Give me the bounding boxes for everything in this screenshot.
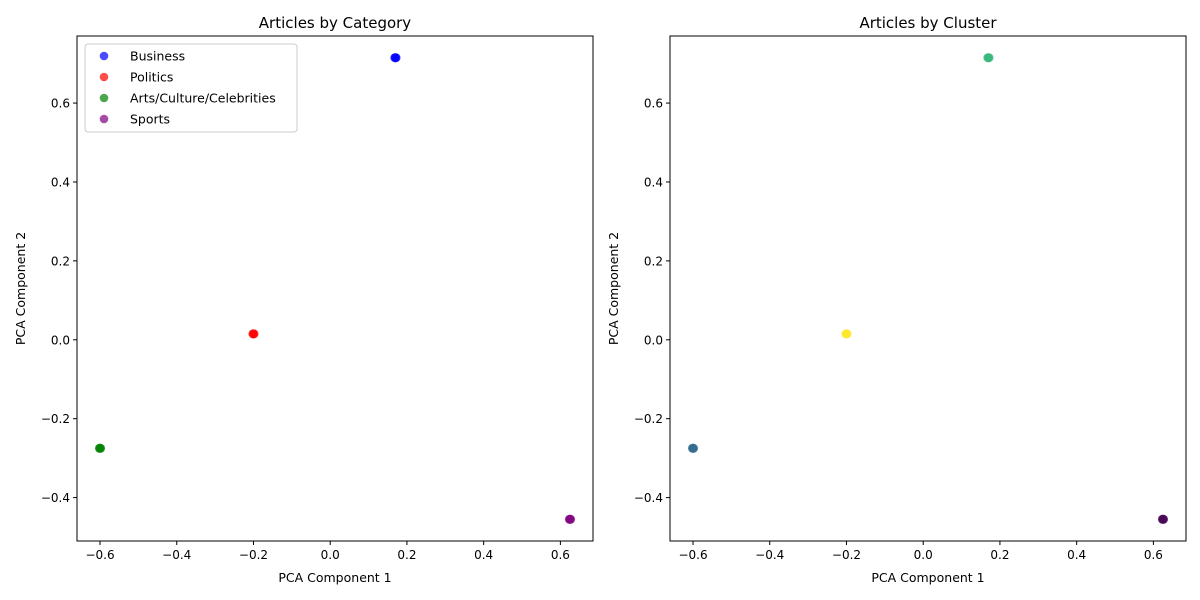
legend-marker [99, 72, 109, 82]
legend: Business Politics Arts/Culture/Celebriti… [84, 43, 298, 133]
y-tick-label: −0.4 [634, 491, 663, 505]
scatter-points [94, 53, 576, 524]
x-axis-ticks: −0.6 −0.4 −0.2 0.0 0.2 0.4 0.6 [85, 541, 570, 562]
y-axis-ticks: −0.4 −0.2 0.0 0.2 0.4 0.6 [41, 97, 77, 505]
x-tick-label: −0.6 [85, 548, 114, 562]
x-tick-label: 0.2 [990, 548, 1009, 562]
y-tick-label: 0.6 [644, 97, 663, 111]
x-tick-label: 0.6 [551, 548, 570, 562]
scatter-point [984, 53, 994, 63]
chart-title: Articles by Category [259, 14, 412, 32]
scatter-point [96, 443, 106, 453]
legend-label: Politics [130, 70, 173, 85]
scatter-point [1159, 514, 1169, 524]
x-tick-label: 0.0 [914, 548, 933, 562]
x-axis-label: PCA Component 1 [278, 570, 391, 585]
x-tick-label: −0.4 [162, 548, 191, 562]
y-axis-label: PCA Component 2 [13, 232, 28, 345]
scatter-point [842, 329, 852, 339]
legend-marker [99, 114, 109, 124]
y-tick-label: 0.0 [51, 333, 70, 347]
y-tick-label: −0.2 [634, 412, 663, 426]
scatter-point [689, 443, 699, 453]
y-tick-label: 0.0 [644, 333, 663, 347]
x-tick-label: −0.2 [239, 548, 268, 562]
y-axis-ticks: −0.4 −0.2 0.0 0.2 0.4 0.6 [634, 97, 670, 505]
scatter-points [687, 53, 1169, 524]
x-axis-label: PCA Component 1 [871, 570, 984, 585]
y-tick-label: 0.2 [51, 254, 70, 268]
x-tick-label: 0.4 [474, 548, 493, 562]
legend-box [84, 43, 298, 133]
y-tick-label: 0.4 [644, 175, 663, 189]
legend-marker [99, 51, 109, 61]
y-tick-label: 0.6 [51, 97, 70, 111]
y-tick-label: −0.2 [41, 412, 70, 426]
x-tick-label: 0.6 [1144, 548, 1163, 562]
legend-label: Sports [130, 112, 170, 127]
x-tick-label: −0.4 [755, 548, 784, 562]
x-tick-label: −0.6 [678, 548, 707, 562]
legend-marker [99, 93, 109, 103]
chart-title: Articles by Cluster [859, 14, 997, 32]
legend-item-business: Business [99, 49, 185, 64]
y-tick-label: 0.4 [51, 175, 70, 189]
plot-frame [76, 35, 594, 542]
y-tick-label: −0.4 [41, 491, 70, 505]
scatter-point [566, 514, 576, 524]
legend-label: Business [130, 49, 185, 64]
chart-panel-category: Articles by Category −0.6 −0.4 −0.2 0.0 0.2 0… [13, 14, 594, 585]
x-tick-label: 0.4 [1067, 548, 1086, 562]
plot-frame [669, 35, 1187, 542]
x-tick-label: −0.2 [832, 548, 861, 562]
legend-item-sports: Sports [99, 112, 170, 127]
legend-label: Arts/Culture/Celebrities [130, 91, 276, 106]
legend-item-arts: Arts/Culture/Celebrities [99, 91, 276, 106]
scatter-point [249, 329, 259, 339]
chart-panel-cluster: Articles by Cluster −0.6 −0.4 −0.2 0.0 0.2 0.… [606, 14, 1187, 585]
x-tick-label: 0.2 [397, 548, 416, 562]
x-axis-ticks: −0.6 −0.4 −0.2 0.0 0.2 0.4 0.6 [678, 541, 1163, 562]
scatter-point [391, 53, 401, 63]
y-axis-label: PCA Component 2 [606, 232, 621, 345]
legend-item-politics: Politics [99, 70, 173, 85]
x-tick-label: 0.0 [321, 548, 340, 562]
y-tick-label: 0.2 [644, 254, 663, 268]
